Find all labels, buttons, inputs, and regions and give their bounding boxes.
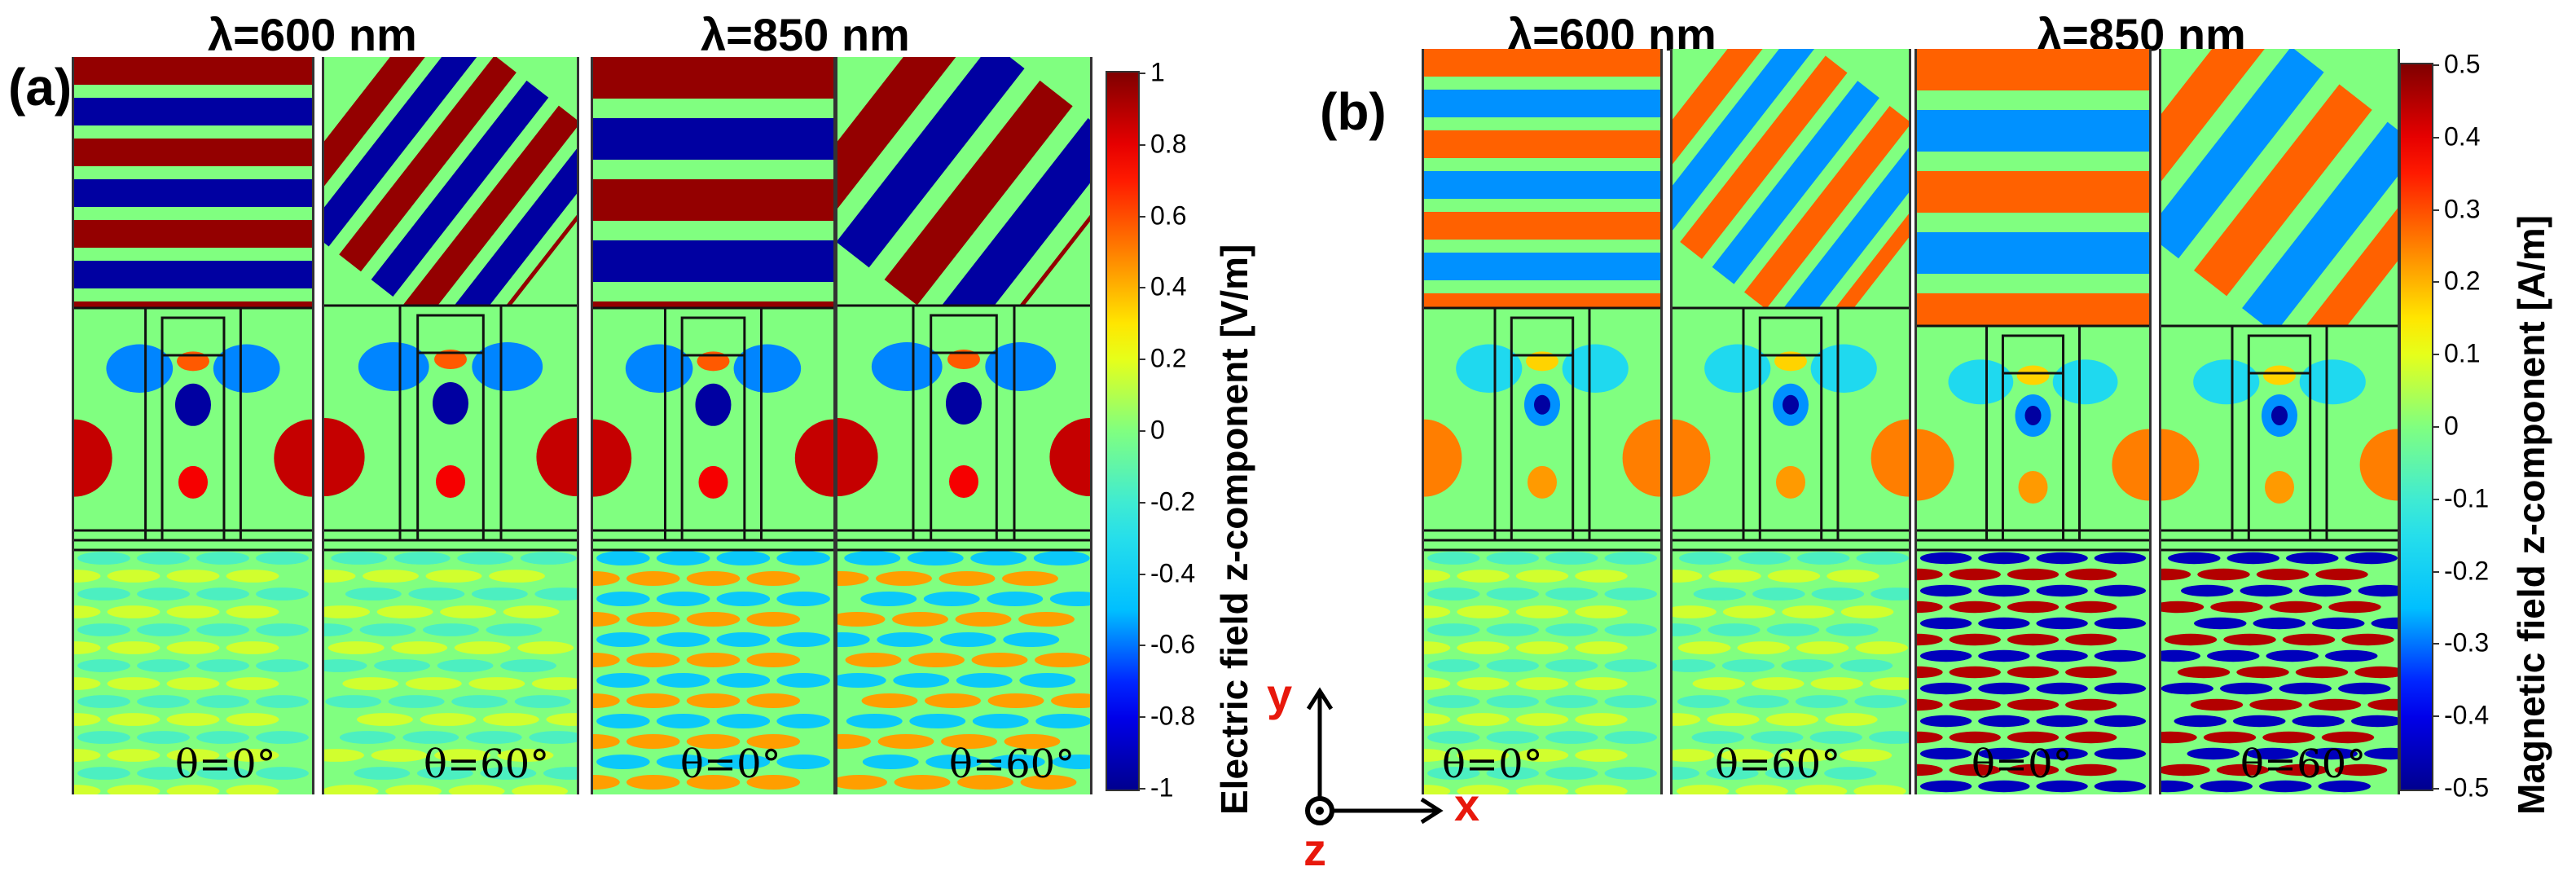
colorbar-tick-label: -0.4 [2444,700,2490,730]
field-map-image [593,57,833,794]
colorbar-tick-label: -0.6 [1150,629,1196,659]
colorbar-tick-mark [2433,281,2439,284]
colorbar-tick-mark [1139,645,1145,647]
magnetic-field-colorbar [2399,63,2433,791]
electric-field-colorbar-title: Electric field z-component [V/m] [1213,244,1255,815]
colorbar-tick-mark [2433,209,2439,211]
colorbar-tick-label: -0.8 [1150,701,1196,731]
field-map-tile [1670,49,1911,794]
field-map-tile [1914,49,2152,794]
colorbar-tick-label: -0.2 [1150,486,1196,517]
field-map-tile [591,57,836,794]
colorbar-tick-mark [1139,788,1145,790]
colorbar-tick-label: 1 [1150,57,1165,87]
colorbar-tick-mark [1139,287,1145,289]
panel-b-tile3-angle-label: θ=0° [1972,741,2073,787]
colorbar-tick-label: 0.2 [1150,343,1187,373]
field-map-image [1673,49,1909,794]
colorbar-tick-label: -0.4 [1150,558,1196,588]
field-map-image [324,57,577,794]
colorbar-tick-mark [1139,143,1145,146]
panel-a-wavelength-850-title: λ=850 nm [701,9,910,60]
panel-a-tile4-angle-label: θ=60° [949,741,1075,787]
y-axis-arrowhead [1306,687,1334,711]
colorbar-tick-label: 0.2 [2444,266,2481,296]
colorbar-tick-mark [2433,570,2439,573]
x-axis-arrowhead [1420,797,1444,825]
field-map-image [1917,49,2149,794]
colorbar-tick-mark [1139,215,1145,218]
colorbar-tick-mark [1139,716,1145,719]
colorbar-tick-mark [1139,501,1145,504]
colorbar-tick-mark [2433,788,2439,790]
colorbar-tick-mark [2433,426,2439,428]
electric-field-colorbar [1106,71,1140,791]
colorbar-tick-mark [2433,643,2439,645]
panel-b-tile2-angle-label: θ=60° [1715,741,1841,787]
y-axis-letter: y [1267,669,1293,720]
magnetic-field-colorbar-title: Magnetic field z-component [A/m] [2510,215,2552,815]
z-axis-letter: z [1303,824,1326,875]
colorbar-tick-label: -0.3 [2444,627,2490,658]
panel-a-tile3-angle-label: θ=0° [680,741,781,787]
coordinate-axes-icon [1305,687,1444,825]
x-axis-letter: x [1454,779,1480,830]
colorbar-tick-mark [2433,498,2439,500]
colorbar-tick-mark [1139,359,1145,361]
field-map-image [74,57,312,794]
panel-b-tile4-angle-label: θ=60° [2240,741,2367,787]
colorbar-tick-mark [2433,64,2439,66]
colorbar-tick-label: 0.6 [1150,200,1187,231]
colorbar-tick-label: 0.3 [2444,194,2481,224]
colorbar-tick-mark [1139,573,1145,575]
panel-b-label: (b) [1320,82,1387,141]
colorbar-tick-mark [2433,136,2439,139]
panel-b-tile1-angle-label: θ=0° [1442,741,1543,787]
colorbar-tick-mark [1139,430,1145,432]
colorbar-tick-label: 0.4 [2444,121,2481,152]
panel-a-tile1-angle-label: θ=0° [175,741,276,787]
field-map-tile [2159,49,2400,794]
panel-a-label: (a) [8,58,73,117]
colorbar-tick-label: -0.5 [2444,772,2490,803]
field-map-tile [835,57,1092,794]
colorbar-tick-label: -0.2 [2444,556,2490,586]
colorbar-tick-mark [1139,73,1145,74]
colorbar-tick-mark [2433,715,2439,718]
colorbar-tick-label: 0.4 [1150,271,1187,301]
colorbar-tick-label: 0.5 [2444,49,2481,79]
field-map-tile [1422,49,1663,794]
colorbar-tick-label: 0 [2444,411,2459,441]
colorbar-tick-label: 0 [1150,415,1165,445]
panel-a-wavelength-600-title: λ=600 nm [208,9,417,60]
z-axis-dot [1316,807,1324,815]
colorbar-tick-label: 0.8 [1150,129,1187,159]
colorbar-tick-mark [2433,354,2439,356]
field-map-image [837,57,1090,794]
field-map-tile [72,57,314,794]
field-map-image [2161,49,2398,794]
colorbar-tick-label: -1 [1150,772,1174,803]
panel-a-tile2-angle-label: θ=60° [424,741,550,787]
colorbar-tick-label: 0.1 [2444,338,2481,368]
field-map-tile [322,57,579,794]
field-map-image [1424,49,1660,794]
colorbar-tick-label: -0.1 [2444,483,2490,513]
